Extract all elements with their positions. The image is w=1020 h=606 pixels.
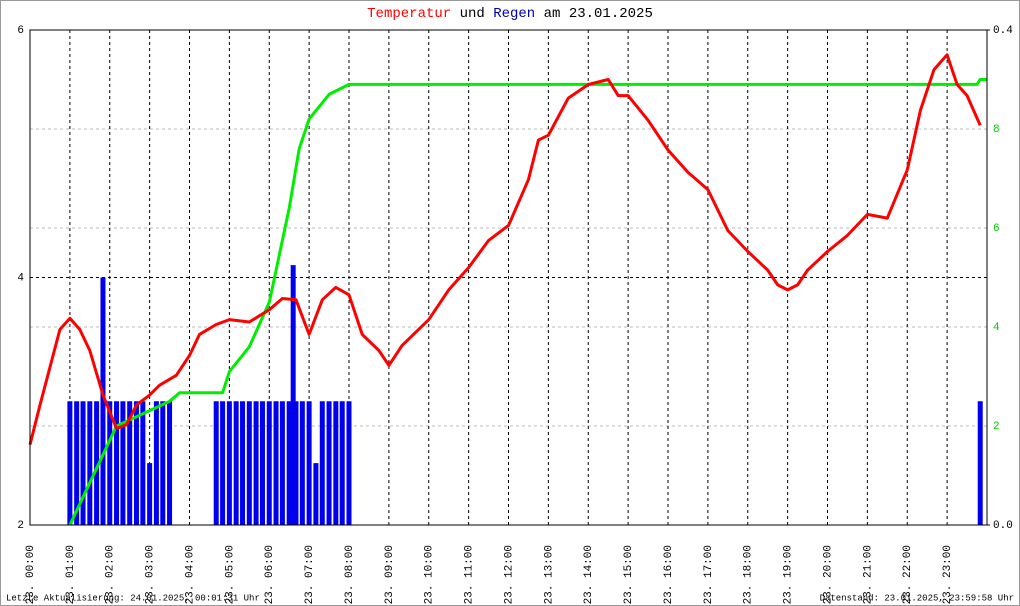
rain-bar [266, 401, 272, 525]
rain-bar [114, 401, 120, 525]
rain-bar [246, 401, 252, 525]
y2-tick-label: 6 [993, 223, 1000, 235]
y-tick-label: 2 [17, 520, 24, 532]
x-tick-label: 23. 04:00 [184, 545, 196, 604]
footer-left: Letzte Aktualisierung: 24.01.2025, 00:01… [6, 593, 260, 603]
y2-tick-label: 8 [993, 124, 1000, 136]
x-tick-label: 23. 09:00 [384, 545, 396, 604]
title-date: am 23.01.2025 [544, 6, 653, 22]
rain-bar [233, 401, 239, 525]
x-tick-label: 23. 07:00 [304, 545, 316, 604]
x-tick-label: 23. 10:00 [424, 545, 436, 604]
rain-bar [319, 401, 325, 525]
rain-bar [286, 401, 292, 525]
rain-bar [279, 401, 285, 525]
rain-bar [147, 463, 153, 525]
rain-bar [333, 401, 339, 525]
rain-bar [226, 401, 232, 525]
x-tick-label: 23. 12:00 [503, 545, 515, 604]
y2-tick-label: 4 [993, 322, 1000, 334]
rain-bar [74, 401, 80, 525]
x-tick-label: 23. 06:00 [264, 545, 276, 604]
rain-bar [127, 401, 133, 525]
title-rain: Regen [493, 6, 535, 22]
rain-bar [100, 277, 106, 525]
rain-bar [213, 401, 219, 525]
x-tick-label: 23. 05:00 [224, 545, 236, 604]
rain-bar [94, 401, 100, 525]
x-tick-label: 23. 14:00 [583, 545, 595, 604]
rain-bar [299, 401, 305, 525]
x-tick-label: 23. 21:00 [862, 545, 874, 604]
x-tick-label: 23. 19:00 [783, 545, 795, 604]
rain-bar [290, 265, 296, 525]
x-tick-label: 23. 00:00 [25, 545, 37, 604]
rain-bar [313, 463, 319, 525]
rain-bar [346, 401, 352, 525]
rain-bar [80, 401, 86, 525]
rain-bar [977, 401, 983, 525]
x-tick-label: 23. 15:00 [623, 545, 635, 604]
rain-bar [240, 401, 246, 525]
y-tick-label: 6 [17, 25, 24, 37]
rain-bar [326, 401, 332, 525]
y3-tick-label: 0.4 [993, 25, 1013, 37]
rain-bar [133, 401, 139, 525]
rain-bar [339, 401, 345, 525]
x-tick-label: 23. 02:00 [105, 545, 117, 604]
x-tick-label: 23. 20:00 [822, 545, 834, 604]
x-tick-label: 23. 16:00 [663, 545, 675, 604]
x-tick-label: 23. 13:00 [543, 545, 555, 604]
series-line [28, 53, 982, 445]
title-and: und [460, 6, 485, 22]
rain-bar [107, 401, 113, 525]
x-tick-label: 23. 18:00 [743, 545, 755, 604]
plot-border [29, 29, 988, 526]
x-tick-label: 23. 11:00 [464, 545, 476, 604]
footer-right: Datenstand: 23.01.2025, 23:59:58 Uhr [820, 593, 1014, 603]
x-tick-label: 23. 23:00 [942, 545, 954, 604]
rain-bar [153, 401, 159, 525]
x-tick-label: 23. 03:00 [145, 545, 157, 604]
rain-bar [167, 401, 173, 525]
rain-bar [306, 401, 312, 525]
rain-bar [293, 401, 299, 525]
rain-bar [120, 401, 126, 525]
rain-bar [259, 401, 265, 525]
x-tick-label: 23. 08:00 [344, 545, 356, 604]
title-temp: Temperatur [367, 6, 451, 22]
y2-tick-label: 2 [993, 421, 1000, 433]
chart-title: Temperatur und Regen am 23.01.2025 [367, 6, 653, 22]
rain-bar [160, 401, 166, 525]
y3-tick-label: 0.0 [993, 520, 1013, 532]
series-line [68, 78, 987, 526]
rain-bar [140, 401, 146, 525]
x-tick-label: 23. 22:00 [902, 545, 914, 604]
rain-bar [253, 401, 259, 525]
rain-bar [220, 401, 226, 525]
y-tick-label: 4 [17, 272, 24, 284]
x-tick-label: 23. 17:00 [703, 545, 715, 604]
rain-bar [87, 401, 93, 525]
rain-bar [67, 401, 73, 525]
rain-bar [273, 401, 279, 525]
x-tick-label: 23. 01:00 [65, 545, 77, 604]
